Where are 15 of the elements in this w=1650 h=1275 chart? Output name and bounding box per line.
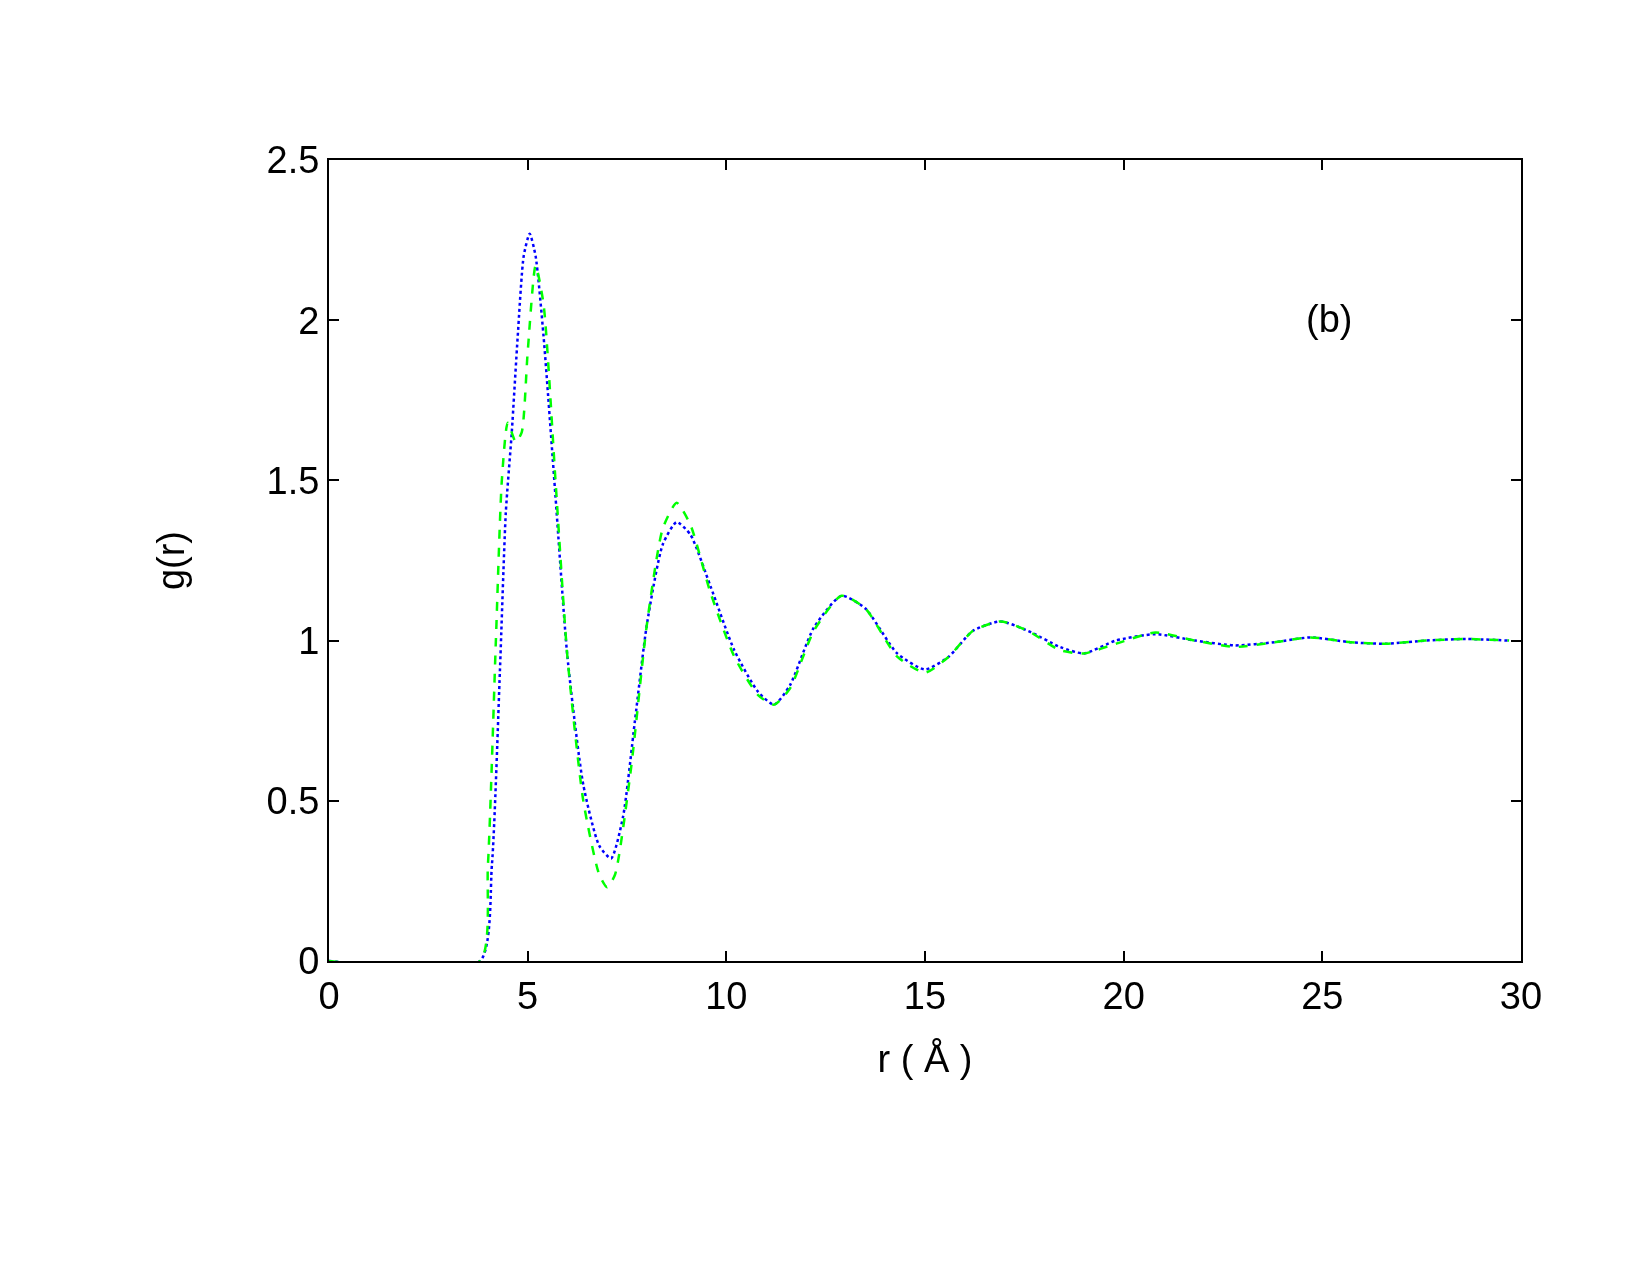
x-tick-label: 30 [1499,974,1543,1017]
y-tick-label: 1 [298,619,320,662]
x-tick-label: 10 [705,974,748,1017]
y-axis-title: g(r) [150,530,193,591]
x-tick-label: 5 [517,974,539,1017]
y-tick-label: 2.5 [266,139,320,182]
x-axis-title: r ( Å ) [877,1037,973,1081]
y-tick-label: 1.5 [266,459,320,502]
x-tick-label: 25 [1301,974,1344,1017]
x-tick-label: 20 [1102,974,1145,1017]
x-tick-label: 15 [903,974,947,1017]
annotation: (b) [1306,298,1353,340]
y-tick-label: 0 [298,940,320,983]
y-tick-label: 2 [298,299,320,342]
y-tick-label: 0.5 [266,780,320,823]
